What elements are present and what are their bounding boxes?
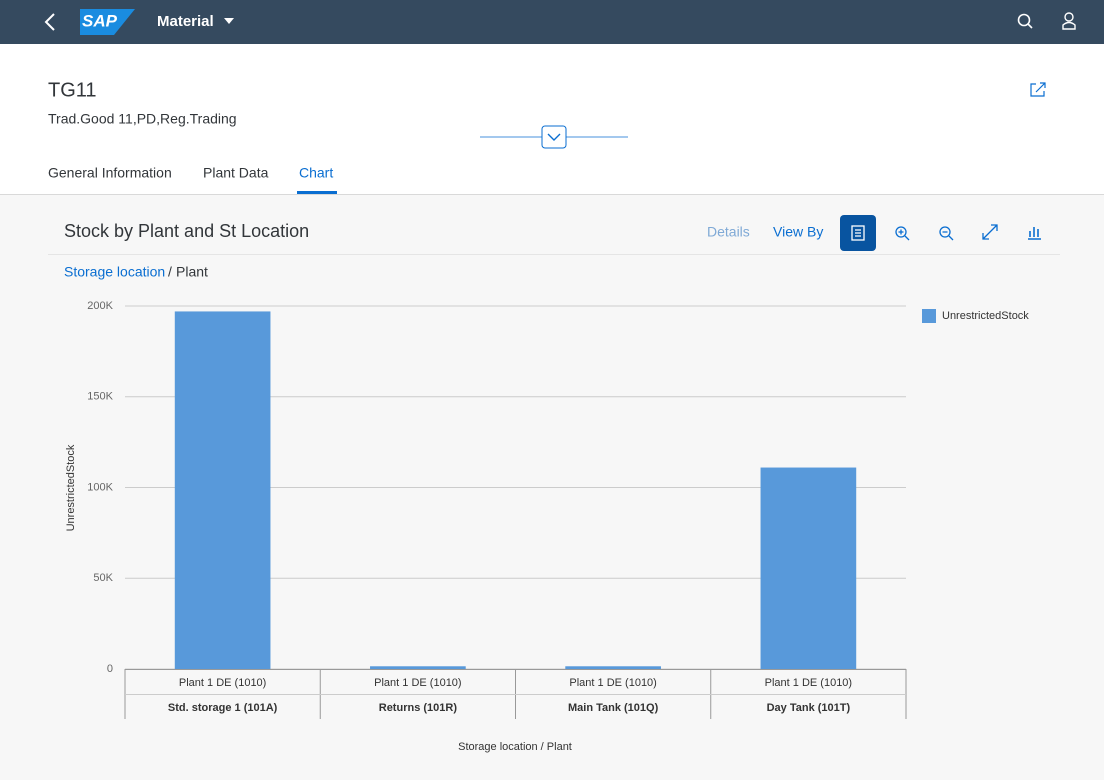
x-sub-category-label: Plant 1 DE (1010): [765, 677, 852, 689]
y-tick-label: 50K: [93, 572, 113, 584]
table-icon: [851, 225, 865, 241]
details-button[interactable]: Details: [707, 224, 750, 240]
x-category-label: Returns (101R): [379, 702, 458, 714]
zoom-out[interactable]: [939, 226, 954, 241]
tab[interactable]: General Information: [48, 165, 172, 181]
zoom-in[interactable]: [895, 226, 910, 241]
breadcrumb-link[interactable]: Storage location: [64, 264, 165, 280]
breadcrumb-separator: /: [168, 264, 172, 280]
y-tick-label: 0: [107, 663, 113, 675]
y-axis-title: UnrestrictedStock: [65, 444, 77, 531]
x-category-label: Std. storage 1 (101A): [168, 702, 278, 714]
x-category-label: Day Tank (101T): [767, 702, 851, 714]
object-subtitle: Trad.Good 11,PD,Reg.Trading: [48, 111, 237, 127]
x-sub-category-label: Plant 1 DE (1010): [374, 677, 461, 689]
breadcrumb-current: Plant: [176, 264, 208, 280]
x-sub-category-label: Plant 1 DE (1010): [179, 677, 266, 689]
user-icon[interactable]: [1062, 12, 1076, 30]
share-icon[interactable]: [1030, 82, 1046, 97]
collapse-chevron: [547, 133, 561, 141]
logo: SAP: [82, 11, 118, 30]
y-tick-label: 100K: [87, 481, 113, 493]
dropdown-arrow[interactable]: [224, 18, 234, 24]
fullscreen[interactable]: [982, 224, 998, 240]
y-tick-label: 200K: [87, 300, 113, 312]
tab-indicator: [297, 191, 337, 194]
chart-title: Stock by Plant and St Location: [64, 221, 309, 241]
legend-swatch: [922, 309, 936, 323]
tab[interactable]: Plant Data: [203, 165, 269, 181]
bar: [370, 666, 466, 669]
chart-type[interactable]: [1028, 227, 1041, 240]
x-axis-title: Storage location / Plant: [458, 741, 572, 753]
y-tick-label: 150K: [87, 391, 113, 403]
legend-label: UnrestrictedStock: [942, 310, 1029, 322]
bar: [565, 666, 661, 669]
x-sub-category-label: Plant 1 DE (1010): [569, 677, 656, 689]
collapse-button[interactable]: [541, 125, 567, 149]
bar: [174, 311, 271, 669]
object-header: [0, 44, 1104, 194]
shell-bar: [0, 0, 1104, 44]
view-by-button[interactable]: View By: [773, 224, 823, 240]
object-title: TG11: [48, 79, 97, 101]
x-category-label: Main Tank (101Q): [568, 702, 659, 714]
search-icon[interactable]: [1017, 13, 1033, 29]
app-title[interactable]: Material: [157, 13, 214, 30]
logo-shape: [80, 9, 135, 35]
tab-selected[interactable]: Chart: [299, 165, 333, 181]
bar: [760, 467, 857, 669]
back-button[interactable]: [44, 13, 55, 31]
